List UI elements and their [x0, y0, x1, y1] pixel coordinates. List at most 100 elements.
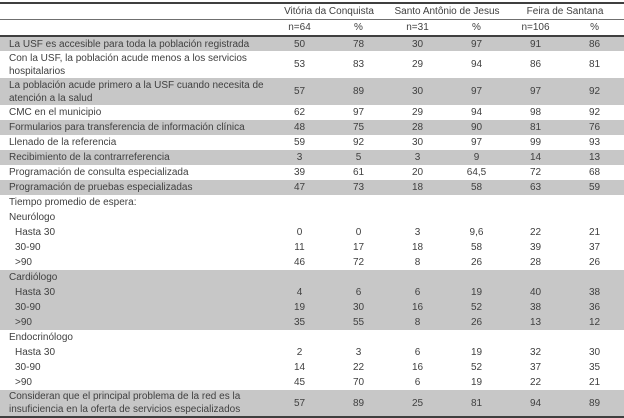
row-value	[565, 270, 624, 285]
row-value: 16	[411, 362, 424, 373]
row-value: 12	[565, 315, 624, 330]
row-value	[447, 270, 507, 285]
row-label: 30-90	[15, 362, 41, 373]
row-value: 28	[529, 257, 542, 268]
row-value: 99	[529, 137, 542, 148]
row-value	[329, 195, 388, 210]
row-value: 97	[506, 78, 566, 105]
row-value: 26	[447, 315, 507, 330]
row-label: Consideran que el principal problema de …	[0, 390, 270, 417]
row-label: Hasta 30	[15, 347, 56, 358]
row-value: 89	[329, 390, 388, 417]
row-value: 92	[352, 137, 365, 148]
table-header: Vitória da Conquista Santo Antônio de Je…	[0, 3, 624, 37]
row-value	[506, 195, 565, 210]
row-value: 0	[355, 227, 362, 238]
row-value: 22	[529, 227, 542, 238]
row-value: 21	[588, 227, 601, 238]
row-label: Recibimiento de la contrarreferencia	[0, 150, 270, 165]
row-value	[565, 195, 624, 210]
table-row: >90 35 55 8 26 13 12	[0, 315, 624, 330]
row-value	[506, 270, 566, 285]
row-value	[329, 210, 388, 225]
row-value: 58	[447, 180, 507, 195]
row-value: 91	[506, 36, 566, 51]
row-value: 30	[329, 300, 388, 315]
row-value: 86	[529, 59, 542, 70]
row-value: 37	[529, 362, 542, 373]
row-value: 76	[565, 120, 624, 135]
header-city-santo-antonio: Santo Antônio de Jesus	[388, 3, 507, 20]
row-label: La población acude primero a la USF cuan…	[0, 78, 270, 105]
row-value: 94	[506, 390, 566, 417]
row-value: 3	[355, 347, 362, 358]
row-value: 73	[329, 180, 388, 195]
row-value: 35	[588, 362, 601, 373]
table-row: La USF es accesible para toda la poblaci…	[0, 36, 624, 51]
row-value: 48	[270, 120, 329, 135]
row-value: 63	[506, 180, 566, 195]
row-value: 58	[470, 242, 483, 253]
row-value: 86	[565, 36, 624, 51]
row-value: 68	[588, 167, 601, 178]
table-row: CMC en el municipio 62 97 29 94 98 92	[0, 105, 624, 120]
row-value: 78	[329, 36, 388, 51]
header-empty-cell	[0, 19, 270, 37]
row-label: >90	[15, 377, 32, 388]
header-n-santo-antonio: n=31	[388, 19, 447, 37]
row-value: 97	[447, 36, 507, 51]
row-value: 0	[296, 227, 303, 238]
row-value	[388, 270, 447, 285]
row-value: 17	[352, 242, 365, 253]
row-value: 32	[529, 347, 542, 358]
row-value: 9	[447, 150, 507, 165]
row-label: Endocrinólogo	[9, 332, 73, 343]
header-pct-feira: %	[565, 19, 624, 37]
row-value	[270, 210, 329, 225]
row-value: 39	[529, 242, 542, 253]
header-city-feira: Feira de Santana	[506, 3, 624, 20]
row-value: 38	[565, 285, 624, 300]
header-n-feira: n=106	[506, 19, 566, 37]
row-value: 64,5	[466, 167, 487, 178]
row-value: 81	[447, 390, 507, 417]
row-value: 25	[388, 390, 447, 417]
row-value: 35	[270, 315, 329, 330]
row-label: Formularios para transferencia de inform…	[0, 120, 270, 135]
row-value	[506, 330, 565, 345]
table-row: Consideran que el principal problema de …	[0, 390, 624, 417]
row-value	[388, 195, 447, 210]
row-value	[447, 210, 506, 225]
row-value: 89	[565, 390, 624, 417]
row-value	[565, 330, 624, 345]
row-value: 19	[270, 300, 329, 315]
row-value: 38	[506, 300, 566, 315]
row-value: 6	[414, 377, 421, 388]
row-label: 30-90	[0, 300, 270, 315]
table-row: La población acude primero a la USF cuan…	[0, 78, 624, 105]
row-value: 19	[447, 285, 507, 300]
row-value: 97	[470, 137, 483, 148]
row-value: 70	[352, 377, 365, 388]
row-value: 18	[411, 242, 424, 253]
row-value: 94	[470, 59, 483, 70]
row-value: 3	[270, 150, 329, 165]
row-value: 30	[588, 347, 601, 358]
row-value: 45	[293, 377, 306, 388]
row-value: 81	[588, 59, 601, 70]
row-value: 22	[352, 362, 365, 373]
row-value: 39	[293, 167, 306, 178]
row-value: 19	[470, 347, 483, 358]
table-row: Cardiólogo	[0, 270, 624, 285]
row-label: La USF es accesible para toda la poblaci…	[0, 36, 270, 51]
row-value: 94	[470, 107, 483, 118]
row-value	[565, 210, 624, 225]
row-value: 52	[470, 362, 483, 373]
row-value: 21	[588, 377, 601, 388]
row-value: 62	[293, 107, 306, 118]
table-row: Programación de consulta especializada 39…	[0, 165, 624, 180]
row-value: 97	[447, 78, 507, 105]
row-value: 52	[447, 300, 507, 315]
row-value: 37	[588, 242, 601, 253]
